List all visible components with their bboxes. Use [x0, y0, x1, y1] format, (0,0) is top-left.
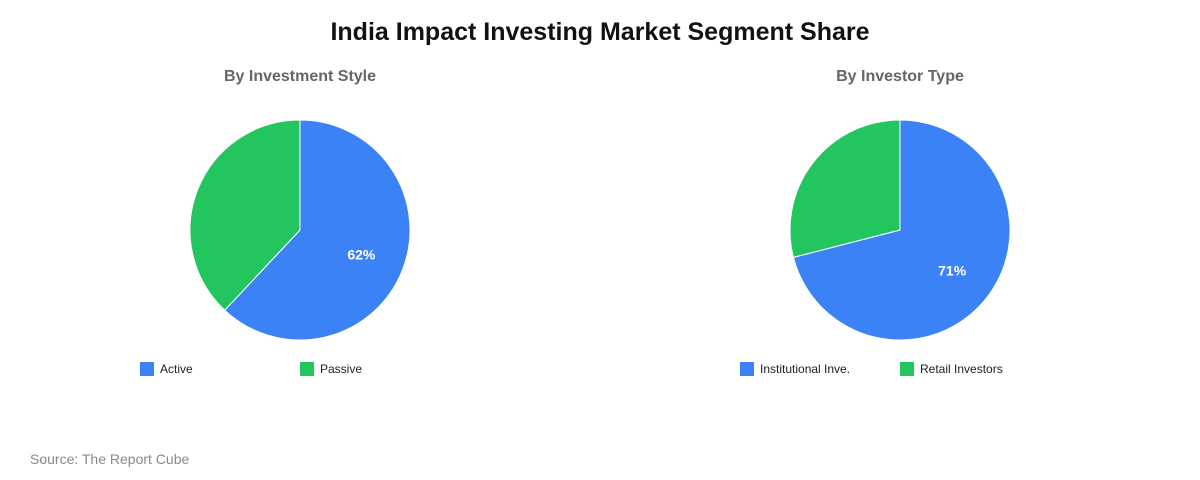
legend-item-retail[interactable]: Retail Investors [900, 361, 1003, 377]
pie-title-investment-style: By Investment Style [223, 68, 377, 85]
legend-swatch-retail [900, 362, 914, 376]
legend-investment-style: Active Passive [140, 361, 560, 377]
slice-label-active: 62% [347, 246, 376, 262]
pie-slice-retail-investors[interactable] [789, 119, 901, 258]
pie-slice-institutional-inve[interactable] [792, 119, 1011, 341]
pie-panel-investment-style: By Investment Style 62% Active Passive [0, 0, 600, 400]
chart-title: India Impact Investing Market Segment Sh… [330, 18, 870, 46]
legend-item-institutional[interactable]: Institutional Inve. [740, 361, 850, 377]
pie-panel-investor-type: By Investor Type 71% Institutional Inve.… [600, 0, 1200, 400]
pie-slice-passive[interactable] [189, 119, 301, 311]
legend-swatch-institutional [740, 362, 754, 376]
pie-chart-investment-style: 62% [189, 119, 411, 341]
legend-label-institutional: Institutional Inve. [760, 362, 851, 376]
legend-swatch-passive [300, 362, 314, 376]
pie-title-investor-type: By Investor Type [836, 68, 964, 85]
pie-chart-investor-type: 71% [789, 119, 1011, 341]
legend-label-passive: Passive [320, 362, 363, 376]
legend-label-retail: Retail Investors [920, 362, 1003, 376]
legend-swatch-active [140, 362, 154, 376]
pie-slice-active[interactable] [223, 119, 411, 341]
legend-label-active: Active [160, 362, 193, 376]
legend-investor-type: Institutional Inve. Retail Investors [740, 361, 1160, 377]
source-note: Source: The Report Cube [30, 451, 190, 467]
legend-item-passive[interactable]: Passive [300, 361, 362, 377]
slice-label-institutional-inve: 71% [938, 262, 967, 278]
legend-item-active[interactable]: Active [140, 361, 193, 377]
